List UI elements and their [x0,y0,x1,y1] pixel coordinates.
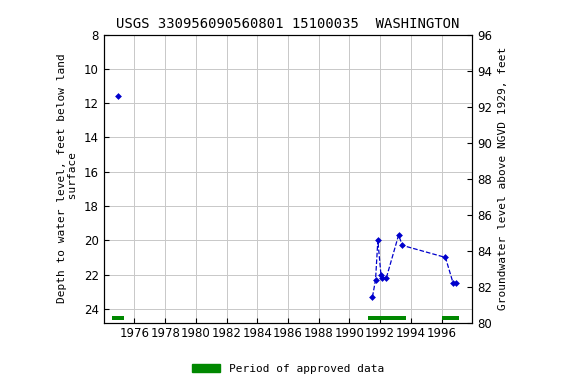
Title: USGS 330956090560801 15100035  WASHINGTON: USGS 330956090560801 15100035 WASHINGTON [116,17,460,31]
Point [398,242,407,248]
Point [452,280,461,286]
Point [378,275,387,281]
Point [382,275,391,281]
Point [394,232,403,238]
Point [376,271,385,278]
Y-axis label: Depth to water level, feet below land
 surface: Depth to water level, feet below land su… [56,54,78,303]
Point [441,254,450,260]
Bar [442,316,459,320]
Point [371,276,380,283]
Legend: Period of approved data: Period of approved data [188,359,388,379]
Bar [112,316,124,320]
Point [449,280,458,286]
Point [113,93,122,99]
Point [368,294,377,300]
Bar [368,316,406,320]
Point [373,237,382,243]
Y-axis label: Groundwater level above NGVD 1929, feet: Groundwater level above NGVD 1929, feet [498,47,507,310]
